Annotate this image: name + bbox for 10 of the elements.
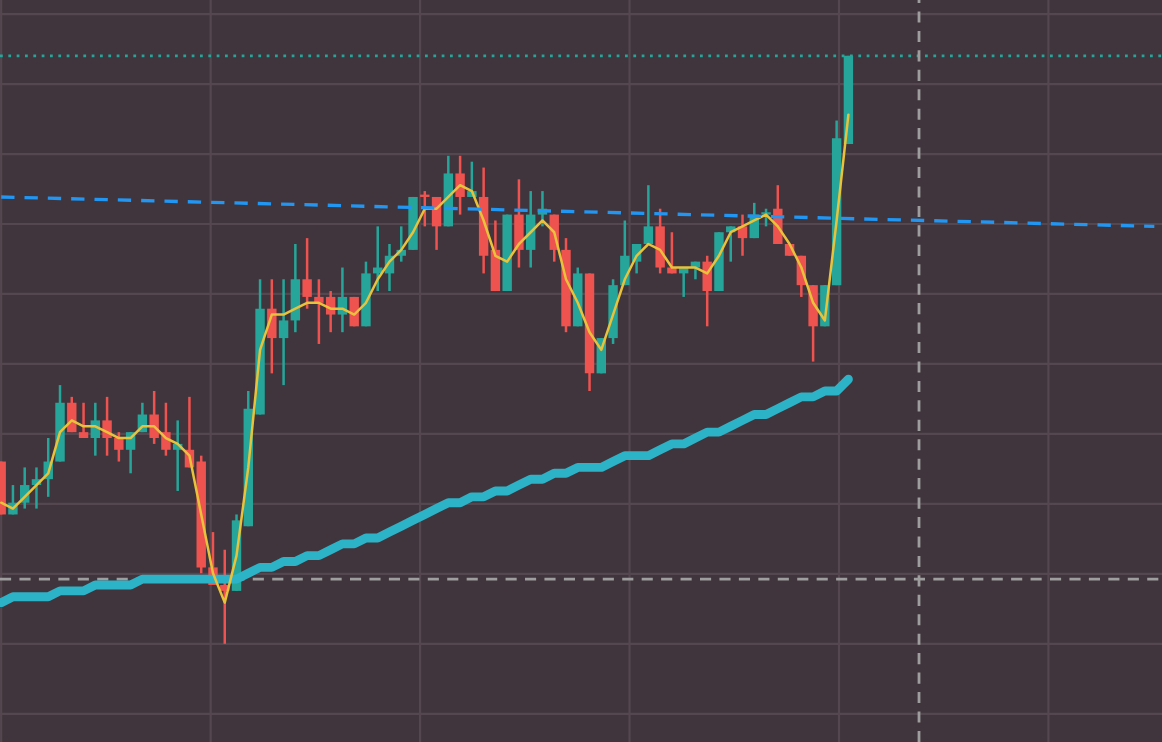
candlestick: [455, 154, 465, 216]
candlestick: [655, 207, 665, 275]
candlestick: [78, 401, 89, 440]
candlestick: [102, 395, 112, 457]
candlestick: [302, 236, 312, 310]
candlestick: [114, 430, 124, 463]
candlestick: [278, 278, 289, 387]
candlestick: [702, 254, 712, 328]
candlestick: [643, 183, 654, 246]
candlestick: [514, 178, 524, 269]
